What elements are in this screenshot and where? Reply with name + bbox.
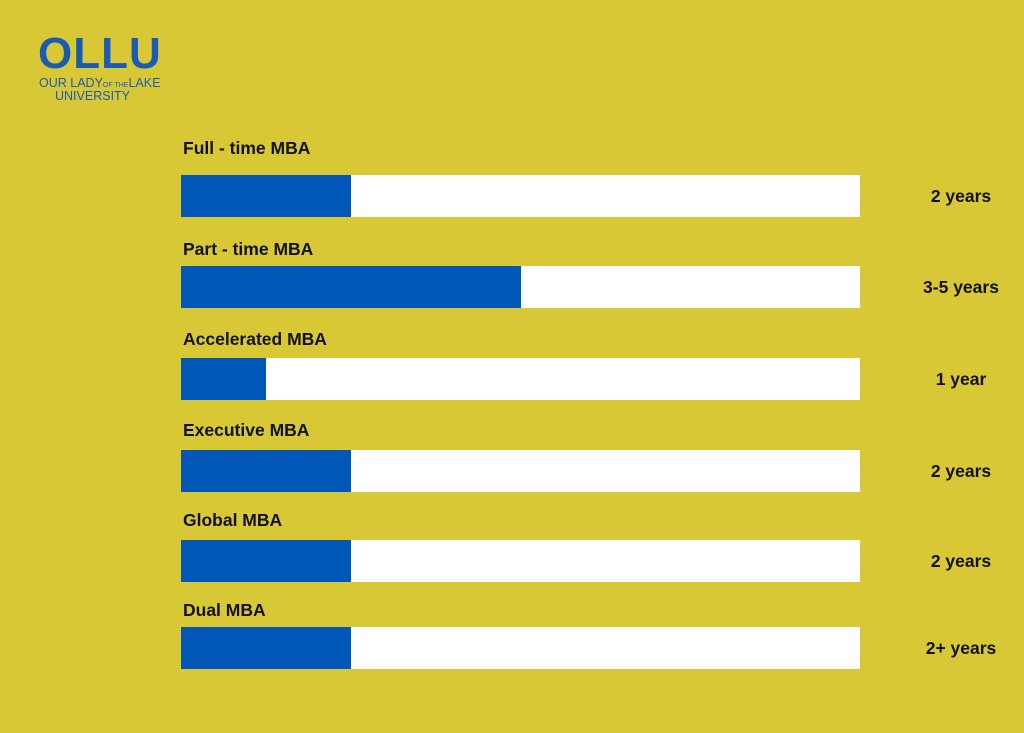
category-label: Global MBA [183,510,283,530]
bar-track: 2 years [181,540,991,582]
value-label: 2+ years [925,638,997,658]
bar-track: 1 year [181,358,986,400]
logo-mark: OLLU [38,29,162,78]
logo-line2: UNIVERSITY [55,89,131,103]
bar-track: 2 years [181,175,991,217]
value-label: 1 year [935,369,987,389]
category-label: Dual MBA [183,600,266,620]
bar [181,540,351,582]
bar-track: 3-5 years [181,266,999,308]
category-label: Accelerated MBA [183,329,327,349]
category-label: Part - time MBA [183,239,314,259]
value-label: 2 years [930,551,992,571]
category-label: Executive MBA [183,420,310,440]
bar-track: 2+ years [181,627,996,669]
logo-line1: OUR LADYOF THELAKE [39,76,161,90]
bar [181,627,351,669]
bar [181,266,521,308]
bar [181,358,266,400]
bar [181,175,351,217]
category-label: Full - time MBA [183,138,311,158]
ollu-logo: OLLU OUR LADYOF THELAKE UNIVERSITY [38,32,161,107]
bar [181,450,351,492]
value-label: 2 years [930,186,992,206]
bar-track: 2 years [181,450,991,492]
value-label: 2 years [930,461,992,481]
value-label: 3-5 years [923,277,999,297]
